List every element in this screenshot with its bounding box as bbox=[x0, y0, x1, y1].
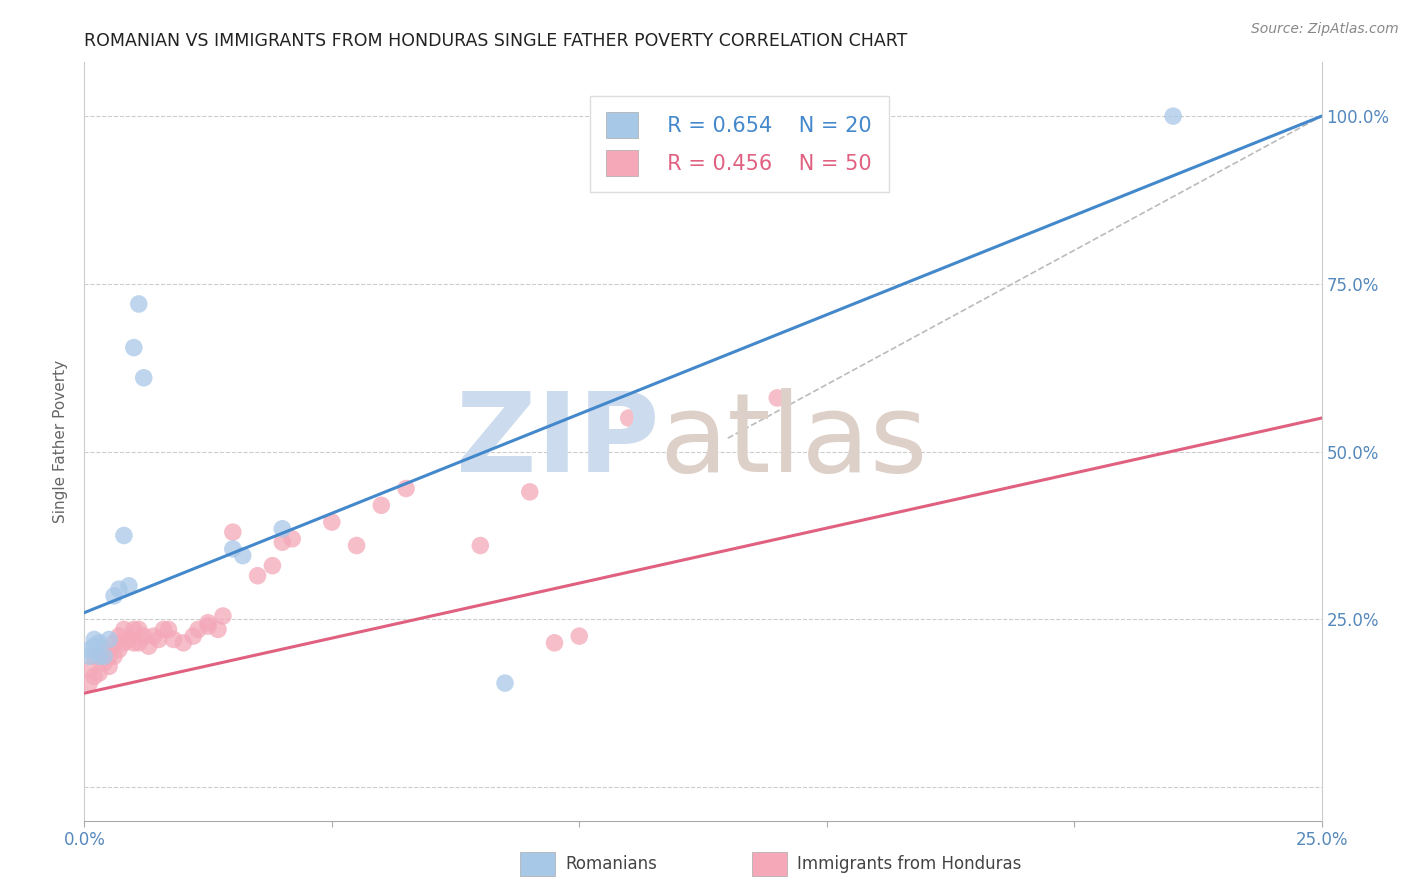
Point bbox=[89, 636, 111, 650]
Text: ROMANIAN VS IMMIGRANTS FROM HONDURAS SINGLE FATHER POVERTY CORRELATION CHART: ROMANIAN VS IMMIGRANTS FROM HONDURAS SIN… bbox=[84, 32, 908, 50]
Point bbox=[271, 535, 294, 549]
Point bbox=[89, 649, 111, 664]
Point bbox=[1161, 109, 1184, 123]
Point bbox=[98, 632, 121, 647]
Point bbox=[271, 522, 294, 536]
Point bbox=[128, 297, 150, 311]
Point bbox=[122, 623, 145, 637]
Point bbox=[321, 515, 343, 529]
Point bbox=[568, 629, 591, 643]
Point bbox=[79, 676, 101, 690]
Point bbox=[212, 609, 235, 624]
Point bbox=[89, 666, 111, 681]
Point bbox=[494, 676, 516, 690]
Point bbox=[281, 532, 304, 546]
Point bbox=[118, 579, 141, 593]
Text: Immigrants from Honduras: Immigrants from Honduras bbox=[797, 855, 1022, 873]
Point bbox=[132, 371, 155, 385]
Point bbox=[128, 623, 150, 637]
Point bbox=[766, 391, 789, 405]
Point bbox=[207, 623, 229, 637]
Point bbox=[162, 632, 184, 647]
Point bbox=[157, 623, 180, 637]
Point bbox=[122, 636, 145, 650]
Point bbox=[83, 669, 105, 683]
Point bbox=[346, 539, 368, 553]
Point bbox=[152, 623, 174, 637]
Point bbox=[83, 649, 105, 664]
Point bbox=[98, 659, 121, 673]
Point bbox=[83, 639, 105, 653]
Point bbox=[122, 341, 145, 355]
Point bbox=[108, 642, 131, 657]
Text: atlas: atlas bbox=[659, 388, 928, 495]
Point bbox=[98, 649, 121, 664]
Point bbox=[79, 649, 101, 664]
Point bbox=[370, 498, 392, 512]
Point bbox=[172, 636, 194, 650]
Point bbox=[93, 656, 115, 670]
Point bbox=[103, 649, 125, 664]
Text: Source: ZipAtlas.com: Source: ZipAtlas.com bbox=[1251, 22, 1399, 37]
Text: Romanians: Romanians bbox=[565, 855, 657, 873]
Point bbox=[142, 629, 165, 643]
Point bbox=[79, 642, 101, 657]
Bar bbox=[752, 852, 787, 876]
Point bbox=[543, 636, 565, 650]
Point bbox=[89, 649, 111, 664]
Point bbox=[395, 482, 418, 496]
Point bbox=[148, 632, 170, 647]
Point bbox=[222, 525, 245, 540]
Point bbox=[232, 549, 254, 563]
Point bbox=[112, 528, 135, 542]
Point bbox=[93, 649, 115, 664]
Point bbox=[112, 636, 135, 650]
Point bbox=[262, 558, 284, 573]
Bar bbox=[520, 852, 555, 876]
Point bbox=[470, 539, 492, 553]
Point bbox=[138, 639, 160, 653]
Point bbox=[187, 623, 209, 637]
Legend:   R = 0.654    N = 20,   R = 0.456    N = 50: R = 0.654 N = 20, R = 0.456 N = 50 bbox=[589, 95, 889, 193]
Text: ZIP: ZIP bbox=[457, 388, 659, 495]
Point bbox=[519, 484, 541, 499]
Y-axis label: Single Father Poverty: Single Father Poverty bbox=[53, 360, 69, 523]
Point bbox=[132, 629, 155, 643]
Point bbox=[108, 629, 131, 643]
Point bbox=[128, 636, 150, 650]
Point bbox=[93, 642, 115, 657]
Point bbox=[118, 632, 141, 647]
Point bbox=[79, 663, 101, 677]
Point bbox=[246, 568, 269, 582]
Point bbox=[103, 636, 125, 650]
Point bbox=[222, 541, 245, 556]
Point bbox=[197, 619, 219, 633]
Point bbox=[617, 411, 640, 425]
Point bbox=[197, 615, 219, 630]
Point bbox=[181, 629, 204, 643]
Point bbox=[83, 632, 105, 647]
Point bbox=[108, 582, 131, 596]
Point bbox=[112, 623, 135, 637]
Point bbox=[103, 589, 125, 603]
